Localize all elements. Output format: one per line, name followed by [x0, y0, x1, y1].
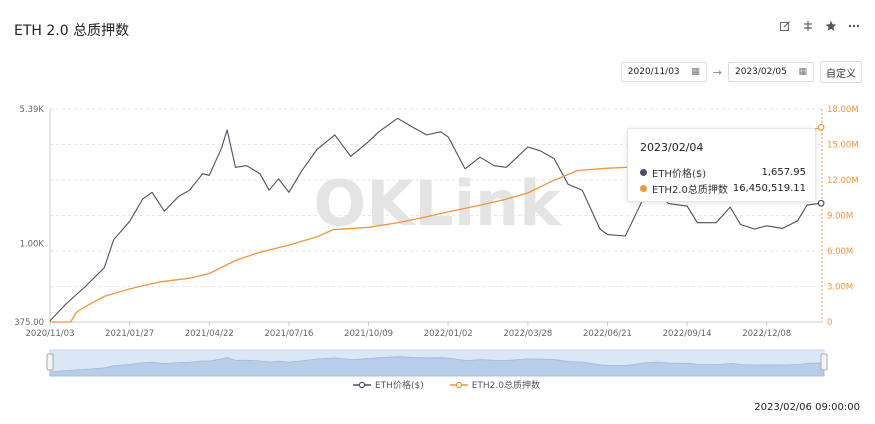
tooltip-date: 2023/02/04 [640, 141, 704, 154]
tooltip-label: ETH2.0总质押数 [652, 185, 728, 196]
star-icon[interactable] [824, 20, 838, 34]
x-tick-label: 2021/10/09 [344, 329, 393, 339]
left-tick-label: 375.00 [14, 318, 44, 328]
x-tick-label: 2022/03/28 [503, 329, 552, 339]
series-dot [640, 169, 647, 176]
page-title: ETH 2.0 总质押数 [14, 23, 130, 39]
legend-label: ETH2.0总质押数 [471, 381, 540, 391]
calendar-icon: ▦ [691, 67, 700, 77]
x-tick-label: 2022/06/21 [583, 329, 632, 339]
more-icon[interactable] [847, 20, 861, 34]
right-tick-label: 3.00M [827, 283, 853, 293]
series-dot [640, 185, 647, 192]
tooltip-value: 1,657.95 [761, 167, 806, 178]
tooltip-label: ETH价格($) [652, 169, 707, 180]
x-tick-label: 2020/11/03 [26, 329, 75, 339]
chart-toolbar [778, 20, 861, 34]
x-tick-label: 2022/09/14 [663, 329, 712, 339]
right-tick-label: 9.00M [827, 212, 853, 222]
end-date-value: 2023/02/05 [735, 67, 787, 77]
series-last-point [817, 199, 825, 207]
tooltip-row-price: ETH价格($) 1,657.95 [640, 165, 806, 180]
x-tick-label: 2021/04/22 [185, 329, 234, 339]
navigator-area [49, 356, 825, 377]
calendar-icon: ▦ [798, 67, 807, 77]
left-axis-ticks: 5.39K 1.00K 375.00 [14, 105, 44, 328]
x-tick-label: 2021/07/16 [264, 329, 313, 339]
left-tick-label: 5.39K [20, 105, 45, 115]
right-axis-ticks: 18.00M 15.00M 12.00M 9.00M 6.00M 3.00M 0 [827, 105, 859, 328]
start-date-input[interactable]: 2020/11/03 ▦ [620, 62, 707, 82]
legend-item-price[interactable]: ETH价格($) [353, 378, 424, 391]
chart-tooltip: 2023/02/04 ETH价格($) 1,657.95 ETH2.0总质押数 … [627, 128, 816, 202]
chart-legend: ETH价格($) ETH2.0总质押数 [353, 378, 540, 391]
split-icon[interactable] [801, 20, 815, 34]
range-navigator [46, 349, 828, 377]
navigator-handle[interactable] [820, 353, 828, 371]
custom-range-button[interactable]: 自定义 [820, 61, 862, 83]
eth-price-line [49, 117, 822, 322]
right-tick-label: 0 [827, 318, 832, 328]
right-tick-label: 18.00M [827, 105, 859, 115]
date-range-picker: 2020/11/03 ▦ → 2023/02/05 ▦ 自定义 [620, 61, 862, 83]
tooltip-row-staked: ETH2.0总质押数 16,450,519.11 [640, 181, 806, 196]
navigator-handle[interactable] [46, 353, 54, 371]
series-last-point [817, 123, 825, 131]
legend-item-staked[interactable]: ETH2.0总质押数 [449, 378, 540, 391]
right-tick-label: 6.00M [827, 247, 853, 257]
right-tick-label: 15.00M [827, 141, 859, 151]
x-tick-label: 2022/01/02 [424, 329, 473, 339]
x-tick-label: 2022/12/08 [742, 329, 791, 339]
start-date-value: 2020/11/03 [627, 67, 680, 77]
x-axis-ticks: 2020/11/03 2021/01/27 2021/04/22 2021/07/16… [26, 322, 791, 339]
arrow-right-icon: → [712, 65, 722, 79]
legend-label: ETH价格($) [375, 381, 424, 391]
x-tick-label: 2021/01/27 [105, 329, 154, 339]
tooltip-value: 16,450,519.11 [732, 183, 806, 194]
update-timestamp: 2023/02/06 09:00:00 [754, 402, 860, 413]
edit-icon[interactable] [778, 20, 792, 34]
left-tick-label: 1.00K [20, 240, 45, 250]
right-tick-label: 12.00M [827, 176, 859, 186]
end-date-input[interactable]: 2023/02/05 ▦ [728, 62, 814, 82]
